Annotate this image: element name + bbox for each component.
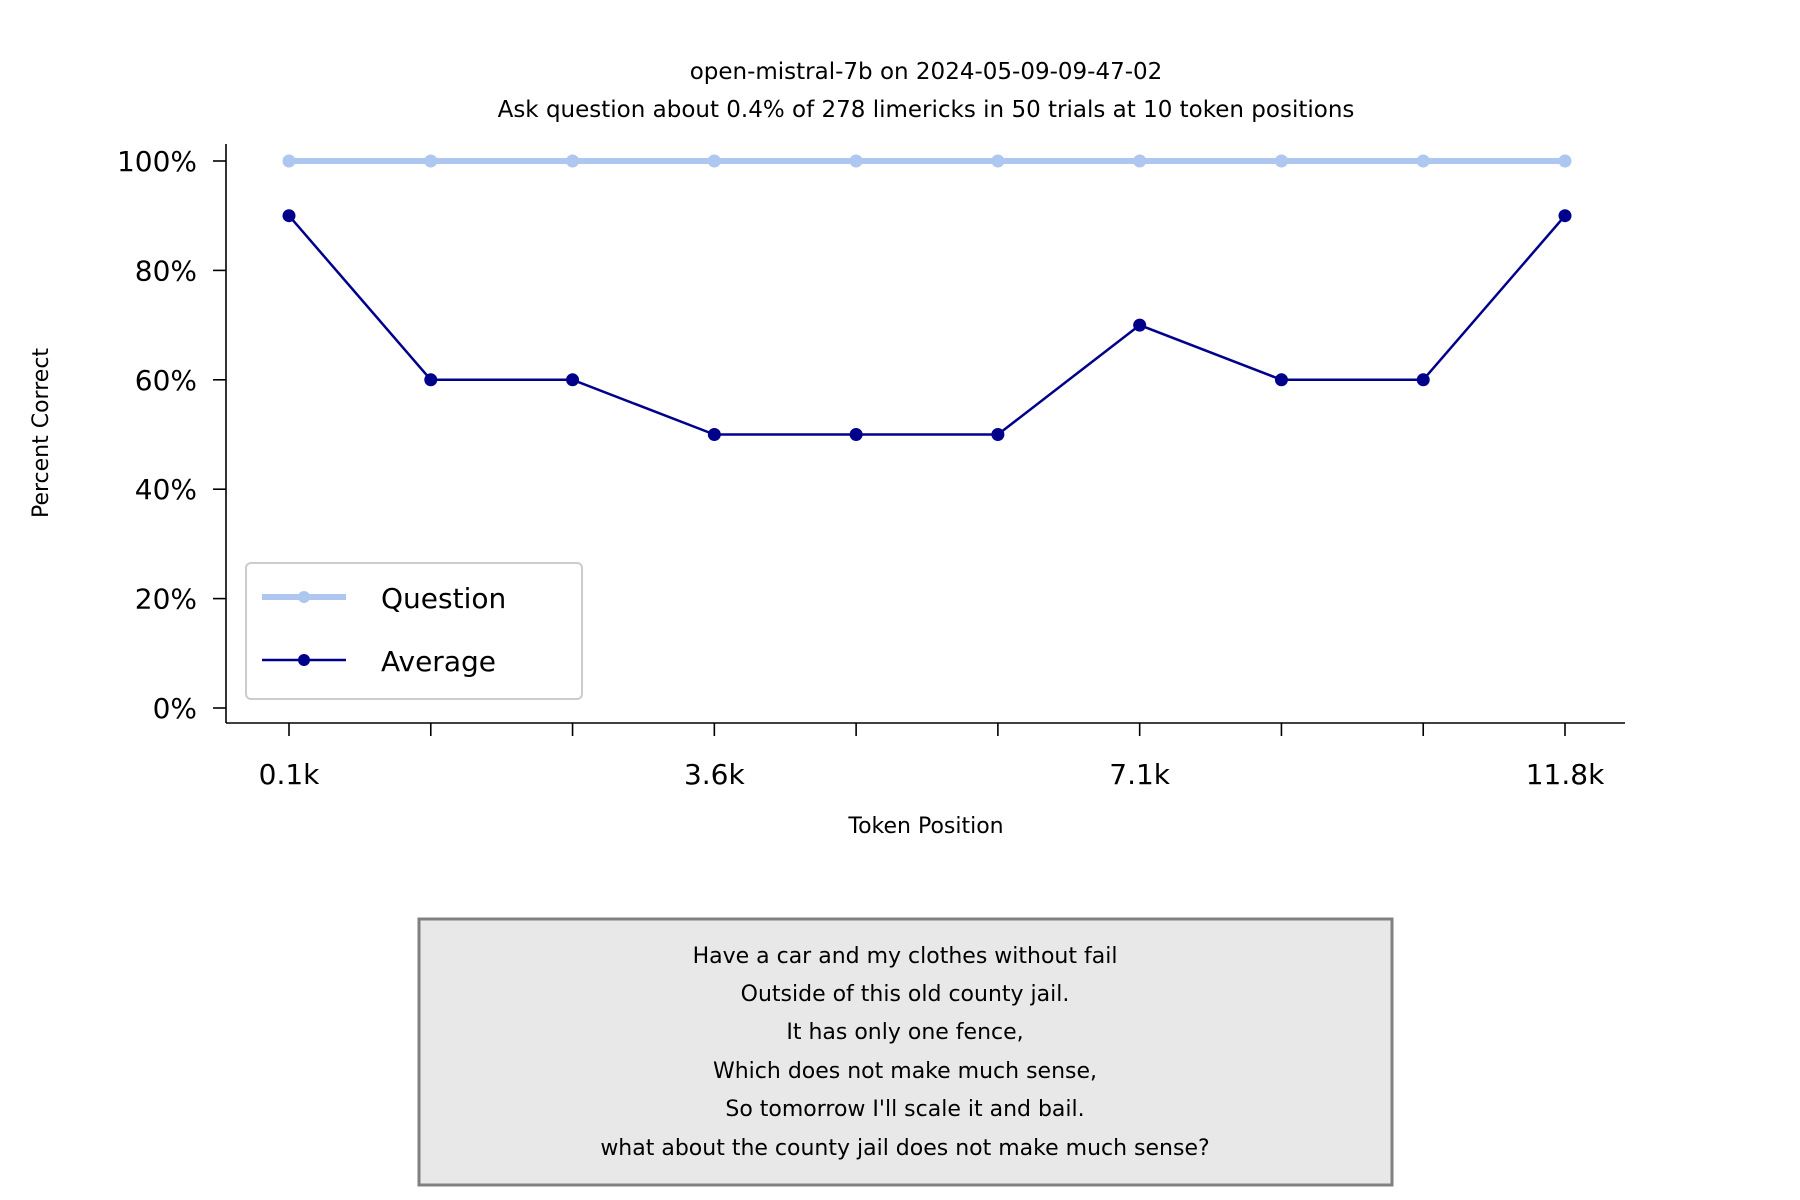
data-point-average [849,428,863,441]
data-point-average [1274,373,1288,387]
data-point-average [1133,318,1147,332]
data-point-question [424,154,438,168]
data-point-question [1558,154,1572,168]
legend: Question Average [245,562,583,700]
data-point-average [424,373,438,387]
y-tick-label: 20% [135,583,197,616]
y-tick-label: 80% [135,254,197,287]
data-point-question [991,154,1005,168]
limerick-line-1: Have a car and my clothes without fail [693,944,1118,969]
axes [225,144,1625,724]
question-box-frame [417,917,1394,1187]
chart-subtitle: Ask question about 0.4% of 278 limericks… [498,97,1355,123]
data-point-question [1416,154,1430,168]
data-point-average [1416,373,1430,387]
x-tick-label: 11.8k [1526,758,1605,791]
y-tick-label: 60% [135,364,197,397]
y-axis-label: Percent Correct [29,348,54,518]
data-point-average [566,373,580,387]
y-ticks: 0% 20% 40% 60% 80% 100% [117,145,226,725]
legend-dot-average [298,654,310,666]
data-point-question [1133,154,1147,168]
question-line: what about the county jail does not make… [600,1136,1209,1161]
limerick-line-2: Outside of this old county jail. [741,982,1070,1007]
series-line-average [288,214,1566,436]
y-tick-label: 100% [117,145,197,178]
limerick-line-5: So tomorrow I'll scale it and bail. [725,1097,1084,1122]
data-point-average [282,209,296,223]
data-point-question [849,154,863,168]
x-axis-label: Token Position [847,814,1003,839]
legend-label-average: Average [381,645,496,678]
x-tick-label: 0.1k [259,758,321,791]
x-ticks: 0.1k 3.6k 7.1k 11.8k [259,723,1605,791]
data-point-question [282,154,296,168]
legend-dot-question [298,591,310,603]
data-point-question [1274,154,1288,168]
limerick-line-3: It has only one fence, [786,1020,1023,1045]
x-tick-label: 3.6k [684,758,746,791]
question-box: Have a car and my clothes without fail O… [417,917,1394,1187]
data-point-question [566,154,580,168]
data-point-average [707,428,721,441]
limerick-line-4: Which does not make much sense, [713,1059,1097,1084]
data-point-average [991,428,1005,441]
plot-series [282,154,1572,441]
data-point-average [1558,209,1572,223]
y-tick-label: 40% [135,473,197,506]
y-tick-label: 0% [153,692,197,725]
legend-label-question: Question [381,582,506,615]
data-point-question [707,154,721,168]
chart-title: open-mistral-7b on 2024-05-09-09-47-02 [690,59,1163,85]
x-tick-label: 7.1k [1109,758,1171,791]
